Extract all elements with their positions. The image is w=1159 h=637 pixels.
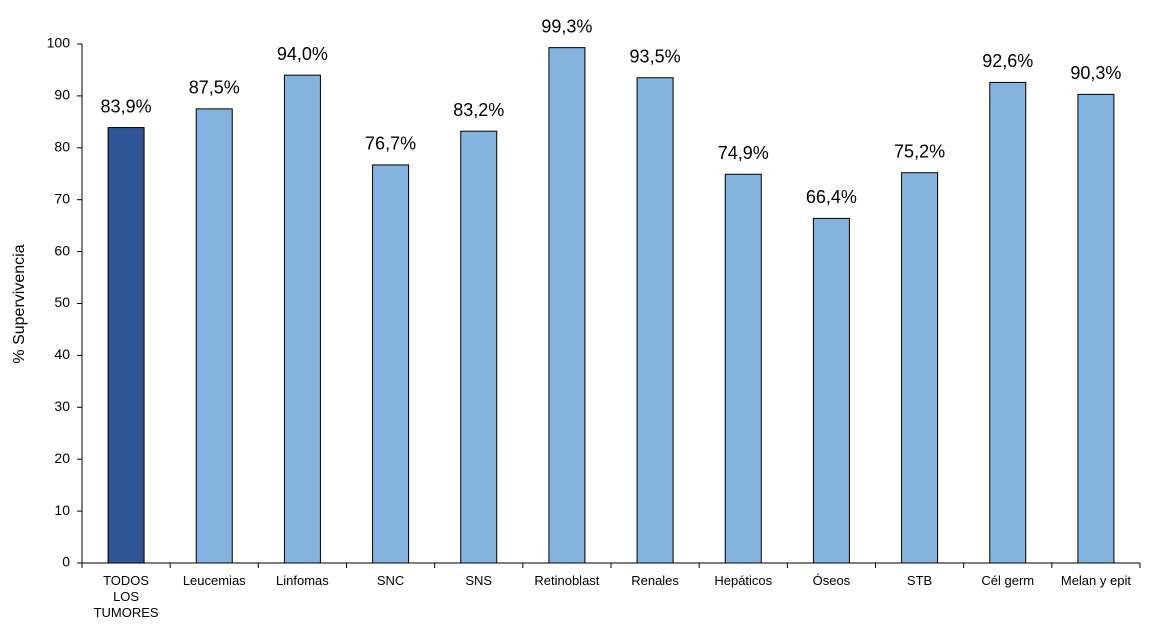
- value-label: 66,4%: [806, 187, 857, 207]
- x-tick-label: Óseos: [812, 573, 851, 588]
- x-tick-label: Renales: [631, 573, 679, 588]
- bar: [1077, 93, 1115, 564]
- bar: [283, 74, 321, 564]
- value-label: 76,7%: [365, 134, 416, 154]
- value-label: 83,2%: [453, 100, 504, 120]
- bar: [195, 108, 233, 564]
- y-tick-label: 30: [54, 398, 70, 414]
- value-label: 83,9%: [101, 96, 152, 116]
- value-label: 92,6%: [982, 51, 1033, 71]
- bar: [548, 47, 586, 564]
- x-tick-label: Leucemias: [182, 573, 246, 588]
- bar: [460, 130, 498, 564]
- bar: [812, 217, 850, 564]
- bar: [724, 173, 762, 564]
- y-axis-label: % Supervivencia: [11, 244, 28, 363]
- y-tick-label: 70: [54, 190, 70, 206]
- y-tick-label: 50: [54, 294, 70, 310]
- y-tick-label: 0: [62, 554, 70, 570]
- x-tick-label: SNC: [376, 573, 405, 588]
- x-tick-label: TODOS LOS TUMORES: [93, 573, 159, 620]
- bar: [901, 172, 939, 564]
- y-tick-label: 80: [54, 139, 70, 155]
- value-label: 87,5%: [189, 78, 240, 98]
- value-label: 75,2%: [894, 141, 945, 161]
- y-tick-label: 10: [54, 502, 70, 518]
- value-label: 90,3%: [1070, 63, 1121, 83]
- bar: [636, 77, 674, 564]
- x-tick-label: Cél germ: [981, 573, 1035, 588]
- y-tick-label: 20: [54, 450, 70, 466]
- bar: [989, 81, 1027, 564]
- x-tick-label: Hepáticos: [714, 573, 773, 588]
- value-label: 93,5%: [630, 46, 681, 66]
- x-tick-label: Melan y epit: [1060, 573, 1131, 588]
- value-label: 74,9%: [718, 143, 769, 163]
- x-tick-label: SNS: [465, 573, 493, 588]
- value-label: 94,0%: [277, 44, 328, 64]
- bar: [107, 127, 145, 564]
- x-tick-label: Retinoblast: [534, 573, 600, 588]
- y-tick-label: 60: [54, 242, 70, 258]
- value-label: 99,3%: [541, 16, 592, 36]
- bar: [372, 164, 410, 564]
- y-tick-label: 90: [54, 87, 70, 103]
- y-tick-label: 40: [54, 346, 70, 362]
- y-tick-label: 100: [47, 35, 71, 51]
- x-tick-label: STB: [906, 573, 933, 588]
- x-tick-label: Linfomas: [276, 573, 329, 588]
